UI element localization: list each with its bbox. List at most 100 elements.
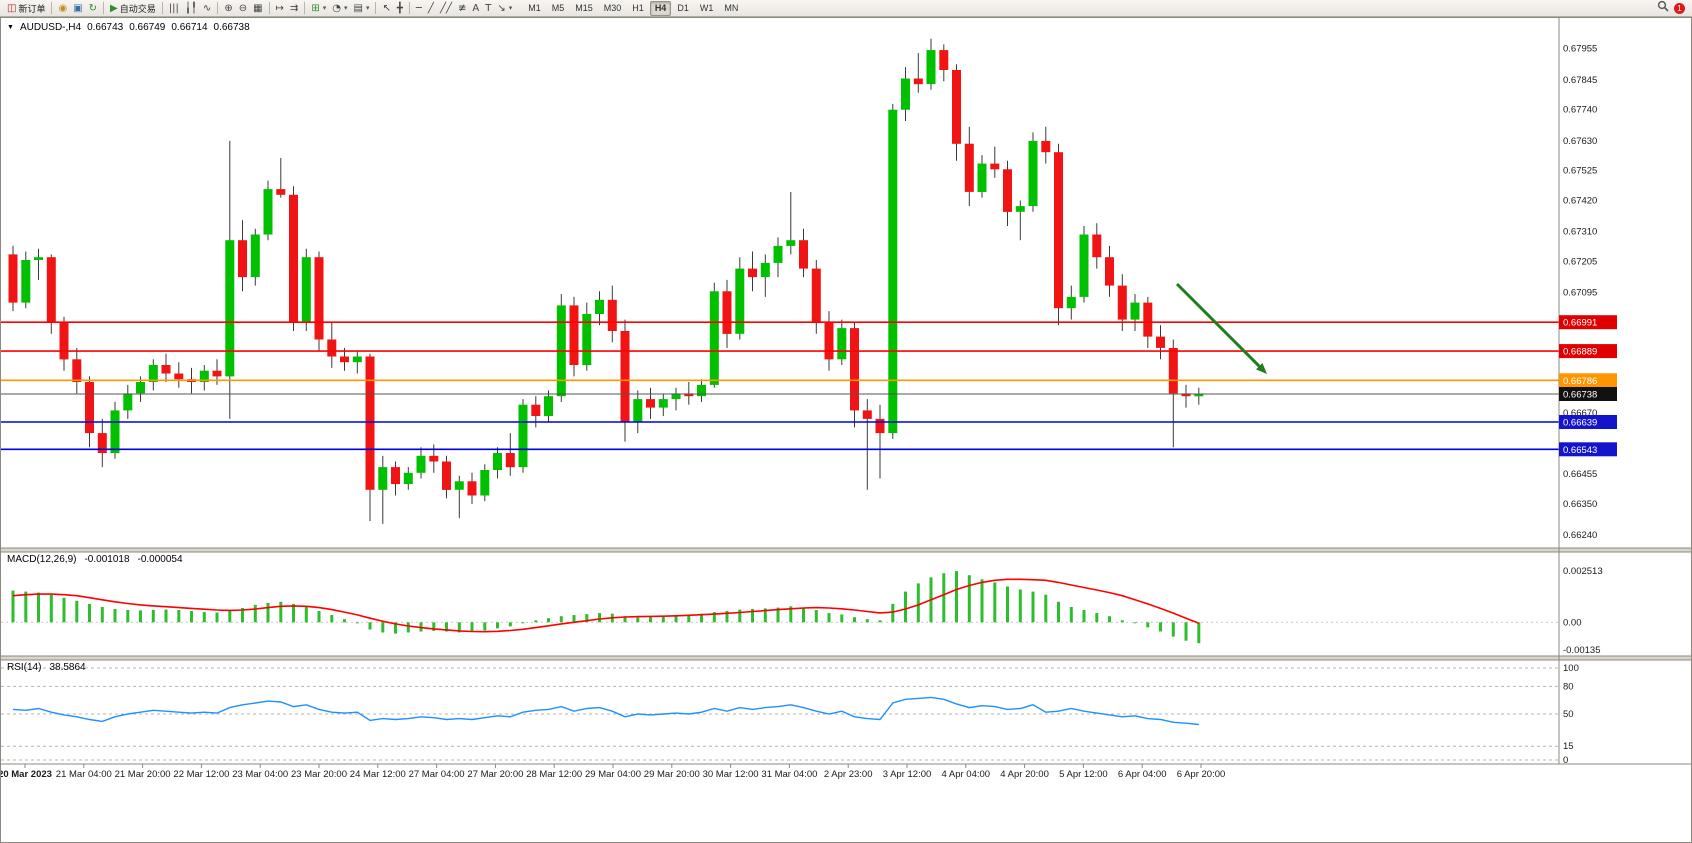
timeframe-button-h4[interactable]: H4 xyxy=(649,0,672,16)
timeframe-button-m1[interactable]: M1 xyxy=(528,2,541,13)
candle xyxy=(671,387,681,411)
horizontal-line-icon[interactable]: ─ xyxy=(413,1,425,16)
macd-name: MACD(12,26,9) xyxy=(7,554,77,565)
price-axis-label: 0.67740 xyxy=(1563,105,1597,116)
macd-histogram-bar xyxy=(878,620,882,623)
rsi-label: RSI(14) 38.5864 xyxy=(7,662,86,673)
templates-button[interactable]: ▤ ▾ xyxy=(350,1,372,16)
macd-histogram-bar xyxy=(802,607,805,623)
time-axis-label: 30 Mar 12:00 xyxy=(703,769,759,780)
macd-histogram-bar xyxy=(572,615,576,623)
candle xyxy=(21,251,31,309)
collapse-icon[interactable]: ▼ xyxy=(7,24,14,31)
auto-scroll-icon[interactable]: ⇉ xyxy=(287,1,301,16)
channel-icon[interactable]: ╱╱ xyxy=(437,1,455,16)
macd-histogram-bar xyxy=(1057,601,1060,623)
panel-divider-main-macd[interactable] xyxy=(1,547,1692,553)
notification-badge[interactable]: 1 xyxy=(1674,2,1685,14)
toolbar-separator xyxy=(51,2,53,14)
timeframe-button-mn[interactable]: MN xyxy=(724,2,739,13)
timeframe-button-m30[interactable]: M30 xyxy=(603,2,622,13)
macd-histogram-bar xyxy=(891,603,895,623)
macd-histogram-bar xyxy=(534,620,538,623)
time-axis-label: 4 Apr 20:00 xyxy=(1000,769,1049,780)
text-icon[interactable]: A xyxy=(469,1,482,16)
macd-histogram-bar xyxy=(1069,607,1073,623)
new-order-glyph: ◫ xyxy=(7,2,17,14)
macd-histogram-bar xyxy=(113,609,117,623)
macd-histogram-bar xyxy=(330,615,334,623)
time-axis-label: 28 Mar 12:00 xyxy=(526,769,582,780)
candle xyxy=(901,67,910,121)
macd-histogram-bar xyxy=(343,619,346,623)
arrow-tool-icon[interactable]: ↘ ▾ xyxy=(494,1,515,16)
timeframe-button-m15[interactable]: M15 xyxy=(575,2,593,13)
macd-axis-label: 0.00 xyxy=(1563,617,1582,628)
candle xyxy=(59,316,69,371)
time-axis[interactable] xyxy=(1,764,1692,784)
candle xyxy=(786,192,796,255)
chart-canvas[interactable]: 0.002513 0.00 -0.00135 100 80 50 15 0 20 Mar 202… xyxy=(1,18,1691,842)
macd-histogram-bar xyxy=(980,579,984,623)
macd-histogram-bar xyxy=(649,616,652,623)
templates-glyph: ▤ xyxy=(353,2,363,14)
cursor-icon[interactable]: ↖ xyxy=(379,1,393,16)
trend-arrow[interactable] xyxy=(1175,282,1261,368)
indicators-button[interactable]: ⊞ ▾ xyxy=(308,1,329,16)
rsi-value: 38.5864 xyxy=(49,662,86,673)
zoom-out-icon[interactable]: ⊖ xyxy=(236,1,250,16)
candlestick-type-icon[interactable]: ╽╿ xyxy=(182,1,200,16)
price-axis[interactable] xyxy=(1559,18,1692,764)
macd-histogram-bar xyxy=(24,591,28,623)
candle xyxy=(1156,325,1165,360)
trendline-icon[interactable]: ╱ xyxy=(425,1,437,16)
bar-chart-type-icon[interactable]: ||| xyxy=(166,1,182,16)
macd-histogram-bar xyxy=(470,622,474,633)
candle xyxy=(633,390,643,434)
label-icon[interactable]: T xyxy=(482,1,494,16)
candle xyxy=(1028,132,1038,212)
candle xyxy=(378,455,388,524)
chart-window-icon[interactable]: ▣ xyxy=(70,1,85,16)
macd-histogram-bar xyxy=(355,622,359,624)
periods-glyph: ◔ xyxy=(332,2,341,14)
price-axis-label: 0.66455 xyxy=(1563,469,1597,480)
fibonacci-icon[interactable]: ≢ xyxy=(455,1,469,16)
candle xyxy=(123,384,133,419)
candle xyxy=(773,237,783,278)
macd-histogram-bar xyxy=(993,582,997,623)
timeframe-buttons: M1 M5 M15 M30 H1 H4 D1 W1 MN xyxy=(523,0,743,16)
price-axis-label: 0.67310 xyxy=(1563,227,1597,238)
auto-trading-button[interactable]: ▶ 自动交易 xyxy=(107,1,159,16)
candle xyxy=(607,285,617,343)
candle xyxy=(684,382,694,405)
periods-button[interactable]: ◔ ▾ xyxy=(329,1,350,16)
crosshair-icon[interactable]: ╋ xyxy=(394,1,406,16)
candle xyxy=(1194,387,1204,405)
crosshair-icon-glyph: ╋ xyxy=(396,2,403,14)
candle xyxy=(760,254,770,297)
timeframe-button-w1[interactable]: W1 xyxy=(699,2,714,13)
chart-window-icon-glyph: ▣ xyxy=(73,2,83,14)
timeframe-button-m5[interactable]: M5 xyxy=(551,2,565,13)
line-chart-type-icon[interactable]: ∿ xyxy=(200,1,214,16)
search-icon[interactable] xyxy=(1657,0,1669,17)
macd-histogram-bar xyxy=(712,612,716,623)
candle xyxy=(646,387,655,419)
new-order-button[interactable]: ◫ 新订单 xyxy=(4,1,48,16)
candle xyxy=(824,311,834,371)
macd-histogram-bar xyxy=(814,610,818,623)
candle xyxy=(8,245,18,312)
market-watch-icon[interactable]: ◉ xyxy=(55,1,70,16)
toolbar: ◫ 新订单 ◉ ▣ ↻ ▶ 自动交易 ||| ╽╿ ∿ ⊕ ⊖ ▦ ↦ ⇉ ⊞ ▾ ◔ ▾ ▤ ▾ ↖ ╋ ─ ╱ ╱╱ ≢ A T ↘ ▾… xyxy=(0,0,1692,17)
zoom-in-icon[interactable]: ⊕ xyxy=(221,1,235,16)
macd-histogram-bar xyxy=(406,622,410,633)
refresh-icon[interactable]: ↻ xyxy=(86,1,100,16)
time-axis-label: 6 Apr 04:00 xyxy=(1118,769,1167,780)
timeframe-button-d1[interactable]: D1 xyxy=(677,2,689,13)
chart-shift-icon[interactable]: ↦ xyxy=(273,1,287,16)
timeframe-button-h1[interactable]: H1 xyxy=(632,2,644,13)
macd-histogram-bar xyxy=(368,622,372,630)
tile-windows-icon[interactable]: ▦ xyxy=(250,1,265,16)
panel-divider-macd-rsi[interactable] xyxy=(1,655,1692,661)
